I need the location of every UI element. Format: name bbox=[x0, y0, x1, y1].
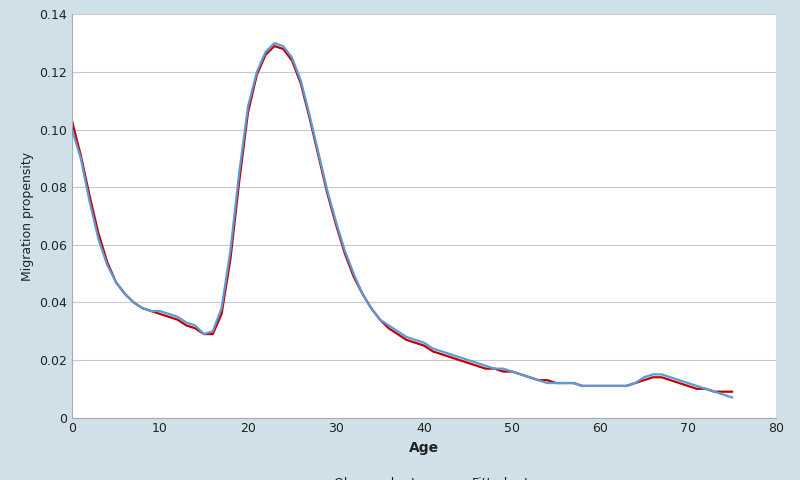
Fitted rates bbox=[727, 389, 737, 395]
Fitted rates bbox=[516, 372, 526, 377]
Observed rates bbox=[270, 40, 279, 46]
Fitted rates bbox=[498, 369, 508, 374]
Fitted rates bbox=[604, 383, 614, 389]
Observed rates bbox=[129, 300, 138, 305]
Observed rates bbox=[67, 127, 77, 132]
Observed rates bbox=[727, 395, 737, 400]
Fitted rates bbox=[67, 118, 77, 124]
Fitted rates bbox=[305, 115, 314, 121]
Fitted rates bbox=[129, 300, 138, 305]
Fitted rates bbox=[419, 343, 429, 348]
Observed rates bbox=[419, 340, 429, 346]
Y-axis label: Migration propensity: Migration propensity bbox=[21, 151, 34, 281]
Observed rates bbox=[498, 366, 508, 372]
Fitted rates bbox=[710, 389, 719, 395]
Line: Fitted rates: Fitted rates bbox=[72, 46, 732, 392]
Legend: Observed rates, Fitted rates: Observed rates, Fitted rates bbox=[300, 472, 548, 480]
X-axis label: Age: Age bbox=[409, 441, 439, 455]
Observed rates bbox=[516, 372, 526, 377]
Observed rates bbox=[604, 383, 614, 389]
Observed rates bbox=[305, 112, 314, 118]
Line: Observed rates: Observed rates bbox=[72, 43, 732, 397]
Fitted rates bbox=[270, 43, 279, 49]
